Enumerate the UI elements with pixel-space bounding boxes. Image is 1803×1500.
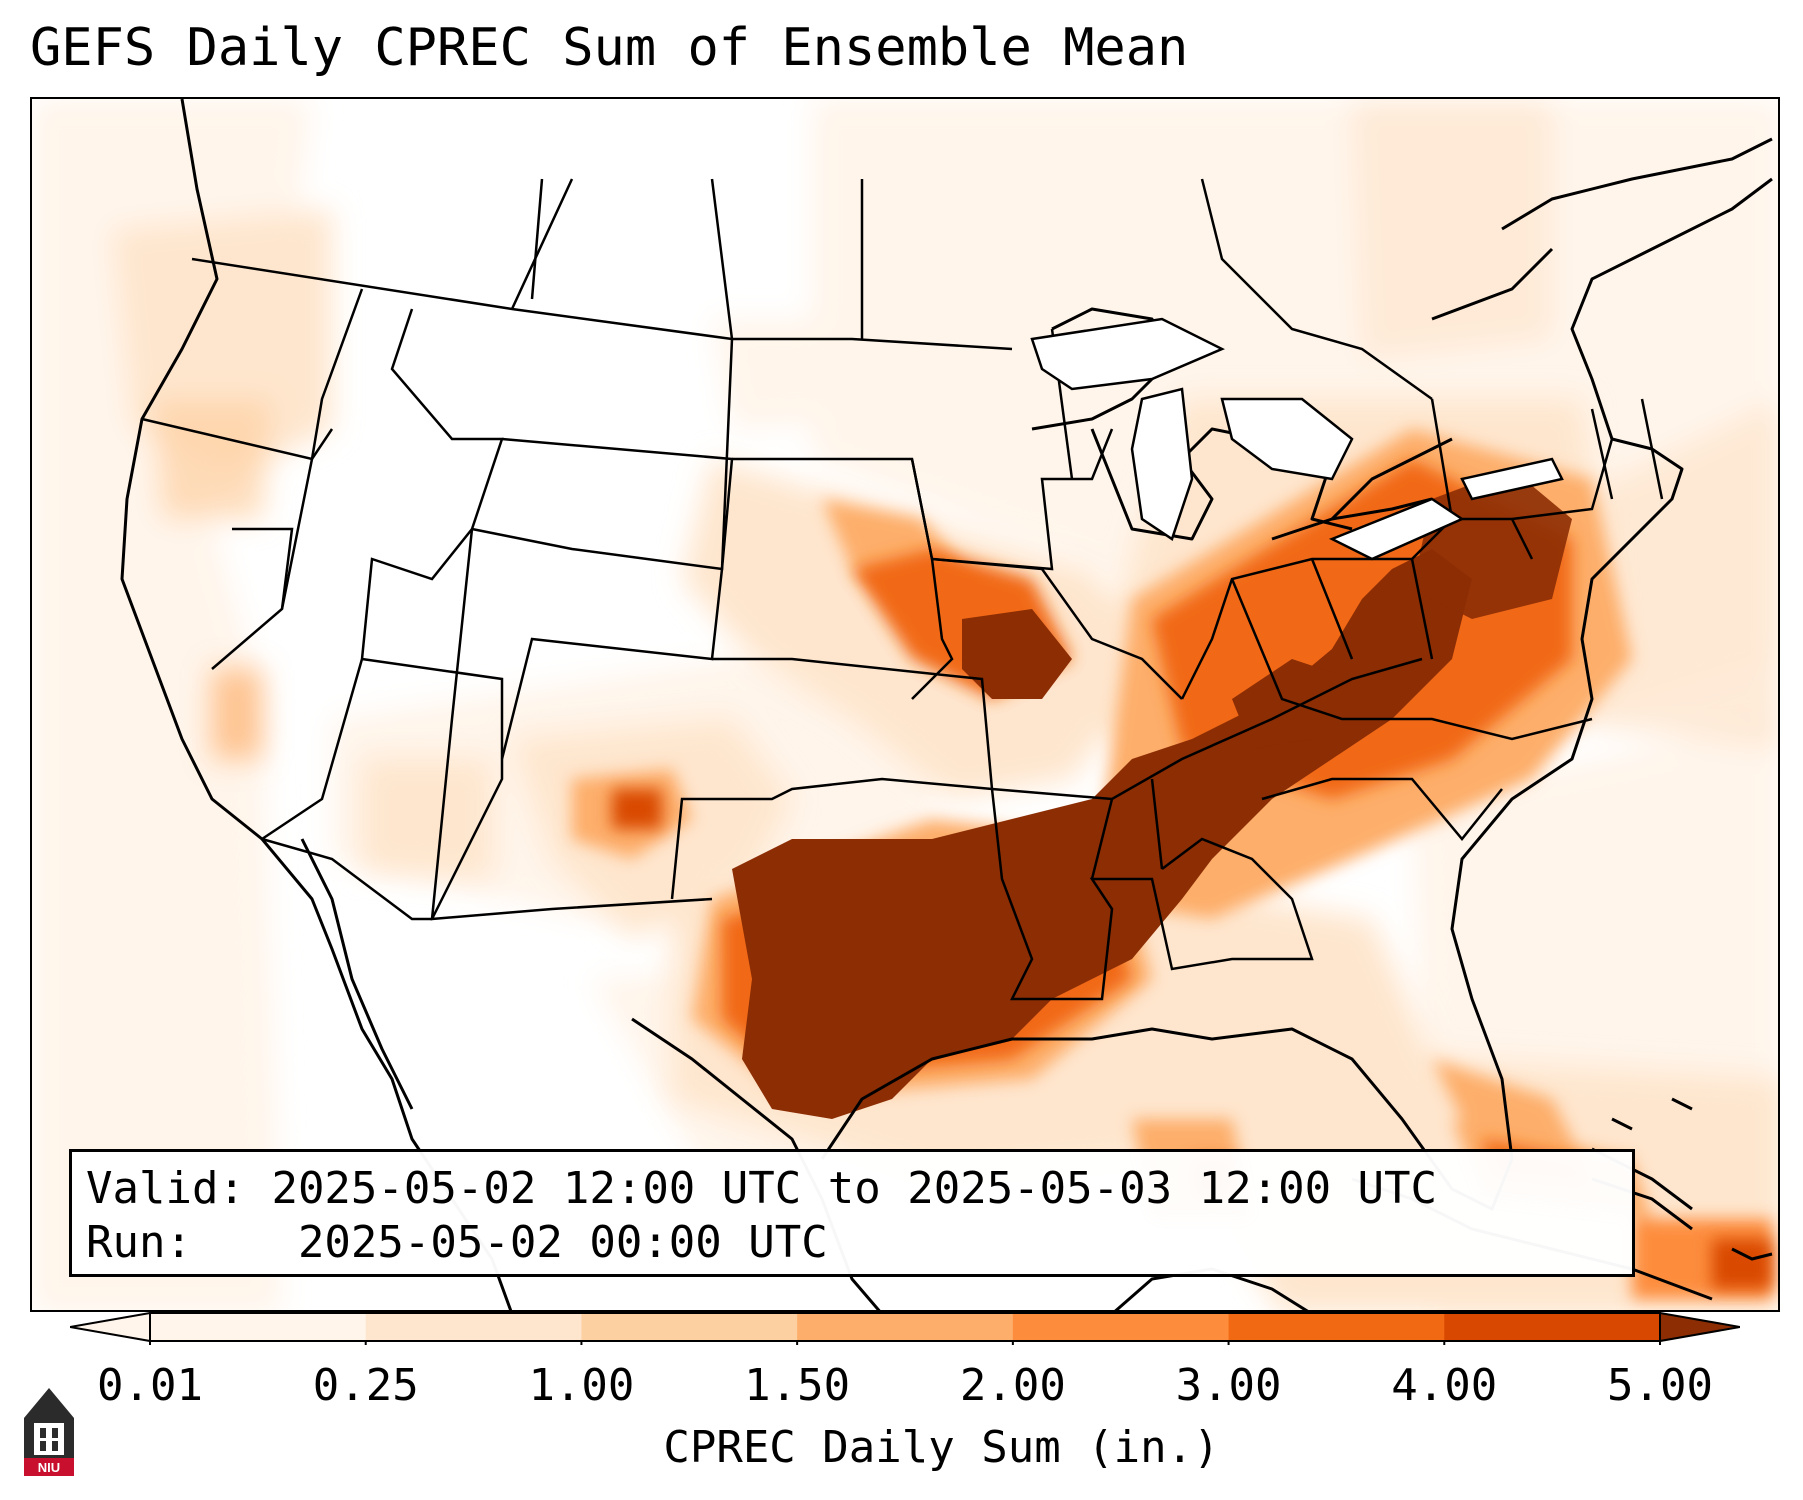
niu-tower-logo-icon: NIU xyxy=(24,1388,74,1476)
valid-label: Valid: xyxy=(86,1163,245,1214)
coastlines xyxy=(120,99,1773,1310)
colorbar-segment xyxy=(1444,1313,1661,1341)
run-value: 2025-05-02 00:00 UTC xyxy=(297,1217,828,1268)
logo-text: NIU xyxy=(38,1460,60,1475)
validity-info-box: Valid: 2025-05-02 12:00 UTC to 2025-05-0… xyxy=(69,1149,1635,1277)
colorbar-outline xyxy=(149,1312,1661,1342)
colorbar-tick-label: 3.00 xyxy=(1175,1360,1282,1411)
colorbar-extend-min xyxy=(70,1311,151,1343)
colorbar-tick-label: 1.50 xyxy=(744,1360,851,1411)
colorbar-segment xyxy=(1012,1313,1230,1341)
colorbar-segment xyxy=(1228,1313,1445,1341)
great-lakes xyxy=(1030,317,1564,561)
colorbar xyxy=(70,1311,1740,1345)
colorbar-segment xyxy=(150,1313,367,1341)
colorbar-tick-label: 2.00 xyxy=(959,1360,1066,1411)
state-boundaries xyxy=(141,178,1664,1001)
map-canvas xyxy=(32,99,1778,1310)
colorbar-tick-label: 4.00 xyxy=(1391,1360,1498,1411)
colorbar-label: CPREC Daily Sum (in.) xyxy=(663,1422,1220,1473)
colorbar-tick-label: 0.01 xyxy=(97,1360,203,1411)
colorbar-segment xyxy=(365,1313,582,1341)
map-title: GEFS Daily CPREC Sum of Ensemble Mean xyxy=(30,18,1189,78)
valid-value: 2025-05-02 12:00 UTC to 2025-05-03 12:00… xyxy=(271,1163,1438,1214)
colorbar-tick-labels: 0.01 0.25 1.00 1.50 2.00 3.00 4.00 5.00 xyxy=(0,1360,1803,1420)
colorbar-segment xyxy=(581,1313,798,1341)
run-time-row: Run: 2025-05-02 00:00 UTC xyxy=(86,1216,1632,1270)
colorbar-tick-label: 1.00 xyxy=(528,1360,635,1411)
run-label: Run: xyxy=(86,1217,192,1268)
colorbar-extend-max xyxy=(1659,1311,1740,1343)
colorbar-tick-label: 0.25 xyxy=(312,1360,419,1411)
colorbar-tick-label: 5.00 xyxy=(1607,1360,1713,1411)
valid-time-row: Valid: 2025-05-02 12:00 UTC to 2025-05-0… xyxy=(86,1162,1632,1216)
precipitation-map: Valid: 2025-05-02 12:00 UTC to 2025-05-0… xyxy=(30,97,1780,1312)
colorbar-segment xyxy=(797,1313,1014,1341)
